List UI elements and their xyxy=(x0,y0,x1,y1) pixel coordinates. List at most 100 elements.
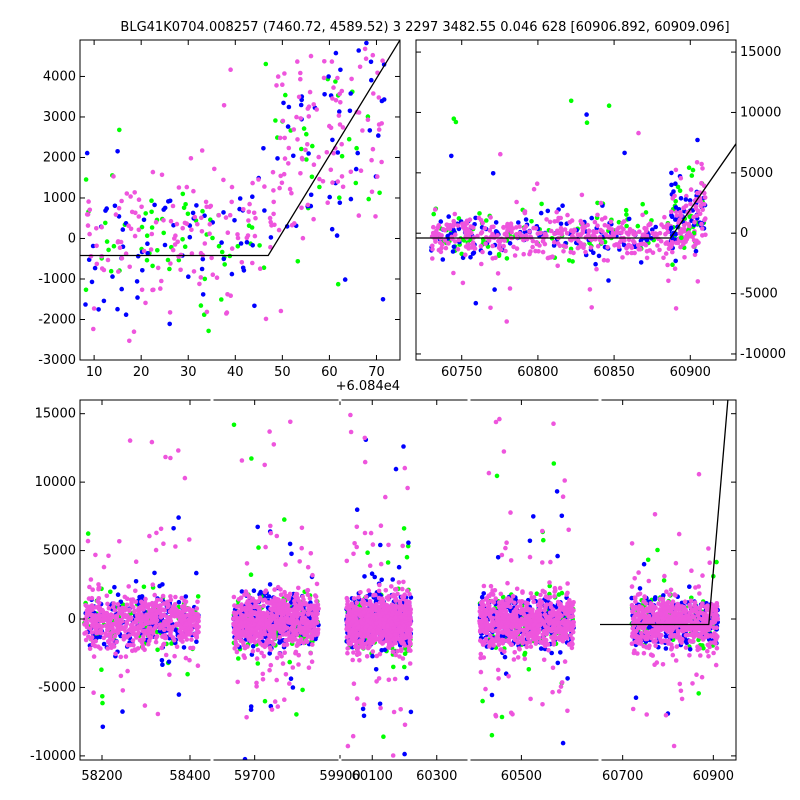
zoom-panel-point-magenta xyxy=(216,212,222,218)
full-lightcurve-panel-point-blue xyxy=(531,514,536,519)
zoom-panel-point-green xyxy=(150,263,155,269)
full-lightcurve-panel-point-green xyxy=(489,732,495,738)
full-lightcurve-panel-point-magenta xyxy=(278,587,283,592)
zoom-panel-point-magenta xyxy=(295,137,300,142)
full-lightcurve-panel-point-green xyxy=(178,761,183,766)
zoom-panel-point-magenta xyxy=(317,176,322,182)
full-lightcurve-panel-point-magenta xyxy=(174,621,179,627)
zoom-panel-point-blue xyxy=(200,256,206,262)
zoom-panel-point-magenta xyxy=(331,150,336,156)
full-lightcurve-panel-point-blue xyxy=(538,646,544,651)
full-lightcurve-panel-point-magenta xyxy=(83,630,89,635)
full-lightcurve-panel-point-magenta xyxy=(257,641,263,646)
full-lightcurve-panel-point-magenta xyxy=(101,635,107,641)
full-lightcurve-panel-point-blue xyxy=(194,570,199,576)
zoom-panel-point-blue xyxy=(275,156,280,161)
season-panel-point-magenta xyxy=(547,219,553,225)
season-panel-point-magenta xyxy=(650,250,656,255)
season-panel-point-magenta xyxy=(452,211,458,217)
full-lightcurve-panel-point-magenta xyxy=(266,632,272,638)
full-lightcurve-panel-point-magenta xyxy=(315,627,321,632)
season-panel-point-magenta xyxy=(540,239,546,244)
season-panel-point-magenta xyxy=(451,221,457,226)
season-panel-ytick-label: -5000 xyxy=(740,287,778,302)
full-lightcurve-panel-point-blue xyxy=(266,594,272,599)
full-lightcurve-panel-point-magenta xyxy=(380,611,385,616)
full-lightcurve-panel-point-magenta xyxy=(85,538,91,544)
full-lightcurve-panel-point-green xyxy=(391,664,396,670)
season-panel-point-magenta xyxy=(479,261,484,267)
full-lightcurve-panel-point-magenta xyxy=(252,604,257,610)
zoom-panel-point-magenta xyxy=(209,255,214,261)
full-lightcurve-panel-point-magenta xyxy=(128,642,133,648)
full-lightcurve-panel-point-magenta xyxy=(231,594,237,600)
zoom-panel-point-green xyxy=(219,249,225,255)
full-lightcurve-panel-point-magenta xyxy=(86,605,92,611)
full-lightcurve-panel-point-magenta xyxy=(139,621,144,626)
zoom-panel-point-blue xyxy=(299,97,305,103)
full-lightcurve-panel-point-blue xyxy=(367,592,373,597)
full-lightcurve-panel-point-magenta xyxy=(115,630,121,636)
zoom-panel-point-magenta xyxy=(339,141,345,147)
full-lightcurve-panel-point-green xyxy=(99,667,104,672)
season-panel-point-magenta xyxy=(531,186,537,192)
full-lightcurve-panel-point-magenta xyxy=(385,623,390,629)
full-lightcurve-panel-point-magenta xyxy=(161,541,166,546)
season-panel-point-magenta xyxy=(534,240,539,245)
full-lightcurve-panel-point-magenta xyxy=(273,598,279,603)
full-lightcurve-panel-point-magenta xyxy=(261,603,266,609)
season-panel-point-magenta xyxy=(625,244,630,250)
full-lightcurve-panel-point-magenta xyxy=(260,611,265,616)
zoom-panel-point-magenta xyxy=(289,190,294,196)
season-panel-point-green xyxy=(624,223,629,229)
season-panel-point-green xyxy=(496,252,502,257)
zoom-panel-point-magenta xyxy=(167,310,173,315)
season-panel-point-green xyxy=(675,184,681,190)
full-lightcurve-panel-point-magenta xyxy=(148,614,154,620)
full-lightcurve-panel-point-magenta xyxy=(233,626,238,631)
full-lightcurve-panel-point-magenta xyxy=(165,602,171,607)
season-panel-point-magenta xyxy=(674,213,680,218)
zoom-panel-point-magenta xyxy=(182,220,188,226)
season-panel-point-magenta xyxy=(545,255,551,261)
season-panel-point-blue xyxy=(438,219,444,224)
season-panel-point-magenta xyxy=(555,263,560,269)
zoom-panel-point-magenta xyxy=(314,107,320,112)
full-lightcurve-panel-point-magenta xyxy=(254,684,259,689)
full-lightcurve-panel-point-green xyxy=(231,422,237,428)
full-lightcurve-panel-point-blue xyxy=(133,579,139,584)
full-lightcurve-panel-point-magenta xyxy=(161,642,166,648)
full-lightcurve-panel-point-green xyxy=(100,700,105,706)
zoom-panel-point-magenta xyxy=(338,100,343,105)
zoom-panel-point-blue xyxy=(337,109,342,114)
full-lightcurve-panel-point-magenta xyxy=(174,644,180,649)
season-panel-point-magenta xyxy=(489,224,495,230)
full-lightcurve-panel-point-magenta xyxy=(102,617,108,622)
season-panel-point-magenta xyxy=(663,251,669,256)
zoom-panel-point-green xyxy=(353,180,359,186)
season-panel-point-blue xyxy=(516,220,521,225)
full-lightcurve-panel-point-green xyxy=(402,664,407,670)
zoom-panel-point-magenta xyxy=(116,269,121,274)
full-lightcurve-panel-point-magenta xyxy=(137,638,143,643)
full-lightcurve-panel-point-green xyxy=(141,584,147,590)
full-lightcurve-panel-point-magenta xyxy=(284,606,289,612)
full-lightcurve-panel-point-magenta xyxy=(357,632,363,638)
full-lightcurve-panel-point-magenta xyxy=(295,620,300,625)
season-panel-point-magenta xyxy=(551,239,557,245)
zoom-panel-point-magenta xyxy=(340,125,346,130)
season-panel-point-magenta xyxy=(432,207,438,212)
full-lightcurve-panel-point-magenta xyxy=(246,625,251,631)
full-lightcurve-panel-point-magenta xyxy=(351,650,356,655)
zoom-panel-point-blue xyxy=(348,91,354,96)
zoom-panel-point-magenta xyxy=(229,246,235,251)
full-lightcurve-panel-point-magenta xyxy=(112,608,118,613)
full-lightcurve-panel-point-magenta xyxy=(187,657,192,663)
full-lightcurve-panel-point-magenta xyxy=(292,610,297,616)
season-panel-point-magenta xyxy=(557,243,563,249)
season-panel-point-magenta xyxy=(666,278,671,284)
zoom-panel-point-green xyxy=(83,287,89,293)
zoom-panel-point-magenta xyxy=(94,243,99,249)
season-panel-point-blue xyxy=(507,241,513,246)
